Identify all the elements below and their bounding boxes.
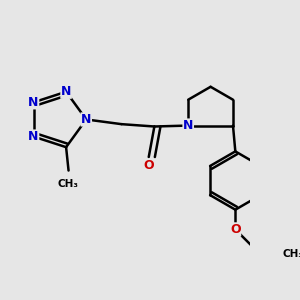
Text: O: O	[143, 159, 154, 172]
Text: CH₃: CH₃	[57, 179, 78, 189]
Text: N: N	[61, 85, 71, 98]
Text: N: N	[28, 130, 39, 143]
Text: O: O	[230, 223, 241, 236]
Text: N: N	[28, 96, 39, 109]
Text: CH₃: CH₃	[282, 249, 300, 259]
Text: N: N	[183, 119, 194, 132]
Text: N: N	[81, 113, 92, 126]
